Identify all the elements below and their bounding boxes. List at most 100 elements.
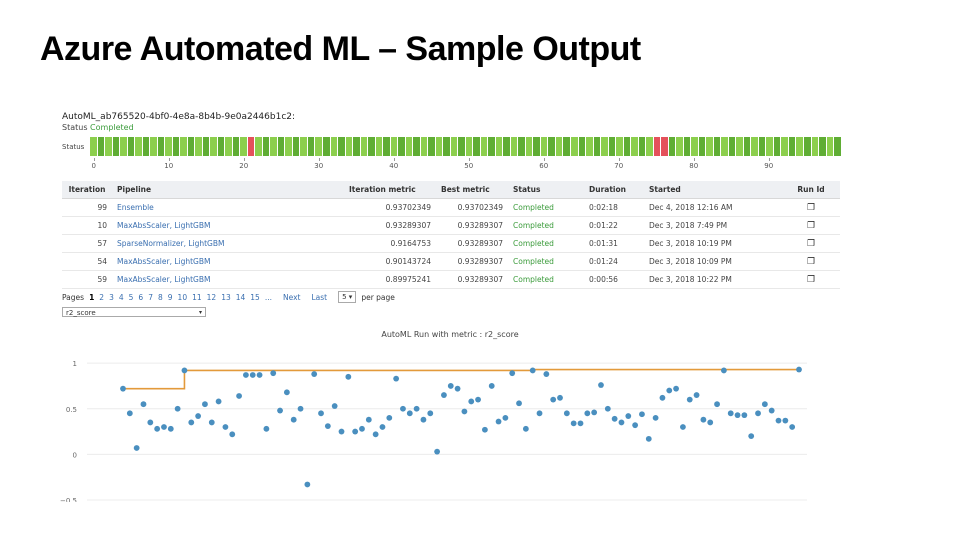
status-cell[interactable] [450,137,458,156]
status-cell[interactable] [586,137,593,156]
status-cell[interactable] [398,137,405,156]
status-cell[interactable] [285,137,292,156]
table-row[interactable]: 10 MaxAbsScaler, LightGBM 0.93289307 0.9328… [62,216,840,235]
status-cell[interactable] [165,137,172,156]
page-link[interactable]: 10 [177,292,188,302]
page-link[interactable]: 13 [221,292,231,302]
table-row[interactable]: 54 MaxAbsScaler, LightGBM 0.90143724 0.9328… [62,252,840,271]
metric-select[interactable]: r2_score ▾ [62,307,206,317]
status-cell[interactable] [345,137,353,156]
copy-icon[interactable]: ❐ [782,216,840,235]
status-cell[interactable] [353,137,360,156]
col-pipeline[interactable]: Pipeline [112,181,344,199]
status-cell[interactable] [262,137,270,156]
cell-pipeline-link[interactable]: MaxAbsScaler, LightGBM [112,216,344,235]
page-link[interactable]: 4 [118,292,124,302]
page-link[interactable]: 12 [206,292,217,302]
status-cell[interactable] [571,137,578,156]
status-cell[interactable] [127,137,135,156]
status-cell[interactable] [488,137,495,156]
status-cell[interactable] [555,137,563,156]
status-cell[interactable] [368,137,375,156]
cell-pipeline-link[interactable]: SparseNormalizer, LightGBM [112,234,344,253]
status-cell[interactable] [225,137,232,156]
status-cell[interactable] [623,137,631,156]
status-cell[interactable] [766,137,773,156]
status-cell[interactable] [473,137,480,156]
status-cell[interactable] [518,137,525,156]
status-cell[interactable] [135,137,142,156]
status-cell[interactable] [713,137,721,156]
status-cell[interactable] [698,137,706,156]
cell-pipeline-link[interactable]: Ensemble [112,198,344,217]
status-cell[interactable] [292,137,300,156]
page-size-select[interactable]: 5 ▾ [338,291,357,303]
status-cell[interactable] [834,137,841,156]
copy-icon[interactable]: ❐ [782,198,840,217]
status-cell[interactable] [210,137,217,156]
status-cell[interactable] [691,137,698,156]
page-link[interactable]: 1 [89,292,95,302]
status-cell[interactable] [803,137,811,156]
col-run-id[interactable]: Run Id [782,181,840,199]
status-cell[interactable] [217,137,225,156]
status-cell[interactable] [510,137,518,156]
status-cell[interactable] [443,137,450,156]
status-cell[interactable] [616,137,623,156]
status-cell[interactable] [525,137,533,156]
status-cell[interactable] [300,137,307,156]
cell-pipeline-link[interactable]: MaxAbsScaler, LightGBM [112,270,344,289]
status-cell[interactable] [638,137,646,156]
status-cell[interactable] [202,137,210,156]
status-cell[interactable] [405,137,413,156]
status-cell[interactable] [721,137,728,156]
status-cell[interactable] [631,137,638,156]
status-cell[interactable] [428,137,435,156]
status-cell[interactable] [330,137,338,156]
last-page-link[interactable]: Last [311,292,328,302]
col-duration[interactable]: Duration [584,181,644,199]
status-cell[interactable] [683,137,691,156]
status-cell[interactable] [315,137,322,156]
status-cell[interactable] [593,137,601,156]
status-cell[interactable] [743,137,751,156]
page-link[interactable]: 14 [235,292,246,302]
status-cell[interactable] [819,137,826,156]
cell-pipeline-link[interactable]: MaxAbsScaler, LightGBM [112,252,344,271]
status-cell[interactable] [97,137,105,156]
status-cell[interactable] [480,137,488,156]
page-link[interactable]: 11 [192,292,202,302]
page-link[interactable]: ... [264,292,272,302]
status-cell[interactable] [187,137,195,156]
status-cell[interactable] [706,137,713,156]
status-cell[interactable] [646,137,653,156]
status-cell[interactable] [277,137,285,156]
status-cell[interactable] [495,137,503,156]
status-cell[interactable] [390,137,398,156]
col-started[interactable]: Started [644,181,782,199]
status-cell[interactable] [503,137,510,156]
page-link[interactable]: 15 [250,292,260,302]
page-link[interactable]: 2 [99,292,105,302]
status-cell[interactable] [773,137,781,156]
status-cell[interactable] [180,137,187,156]
page-link[interactable]: 5 [128,292,134,302]
status-cell[interactable] [736,137,743,156]
table-row[interactable]: 59 MaxAbsScaler, LightGBM 0.89975241 0.9328… [62,270,840,289]
status-cell[interactable] [232,137,240,156]
table-row[interactable]: 99 Ensemble 0.93702349 0.93702349 Completed 0… [62,198,840,217]
status-cell[interactable] [728,137,736,156]
status-cell[interactable] [608,137,616,156]
copy-icon[interactable]: ❐ [782,234,840,253]
copy-icon[interactable]: ❐ [782,270,840,289]
status-cell[interactable] [240,137,247,156]
status-cell[interactable] [90,137,97,156]
col-best-metric[interactable]: Best metric [436,181,508,199]
status-cell[interactable] [465,137,473,156]
status-cell[interactable] [383,137,390,156]
status-cell[interactable] [120,137,127,156]
status-cell[interactable] [322,137,330,156]
status-cell[interactable] [668,137,676,156]
status-cell[interactable] [758,137,766,156]
status-cell[interactable] [435,137,443,156]
